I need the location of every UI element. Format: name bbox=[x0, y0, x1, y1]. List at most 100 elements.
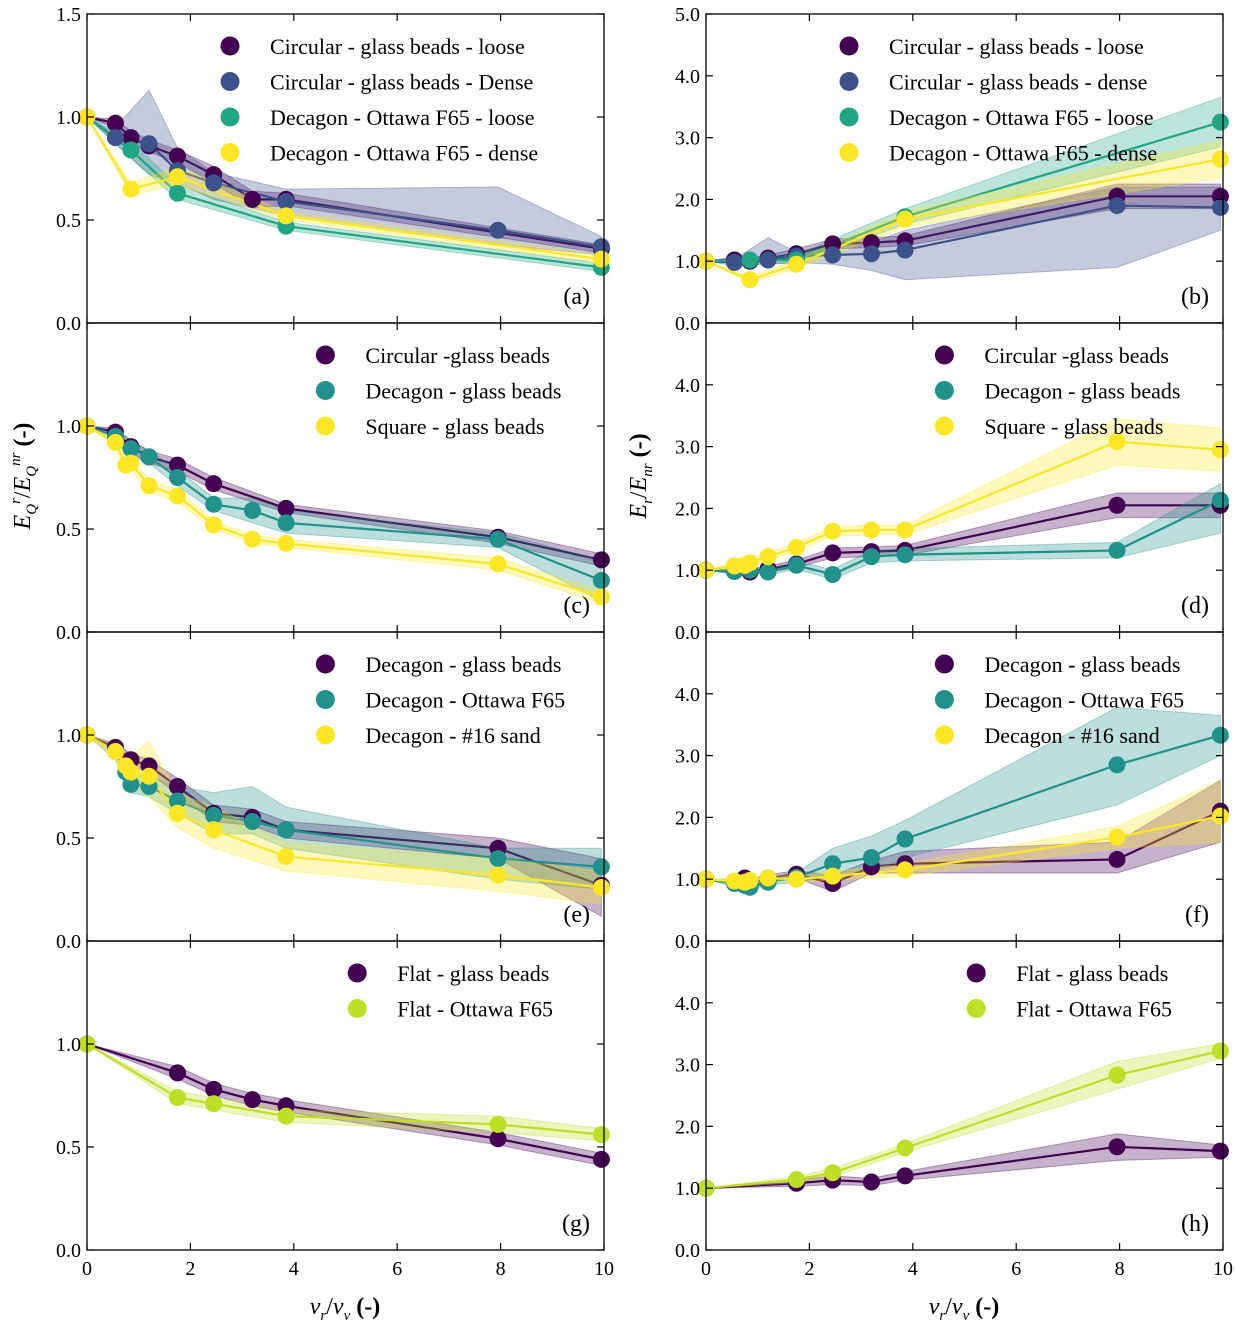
panel-h-legend-marker-0 bbox=[966, 963, 986, 983]
panel-b-series-2-point bbox=[1211, 113, 1229, 131]
panel-d-ytick-label: 2.0 bbox=[675, 498, 700, 520]
panel-a-legend-marker-1 bbox=[220, 72, 240, 91]
panel-e-series-1-point bbox=[168, 792, 186, 810]
panel-d-series-1-point bbox=[1211, 491, 1229, 509]
panel-a-tag: (a) bbox=[563, 284, 590, 310]
panel-d-data bbox=[706, 418, 1221, 581]
panel-d-series-2-point bbox=[1108, 433, 1126, 451]
panel-h-tag: (h) bbox=[1181, 1211, 1209, 1237]
panel-c: 0.0 0.5 1.0 Circular -glass beads Decagon - … bbox=[56, 322, 610, 644]
panel-b-series-1-point bbox=[759, 251, 777, 269]
panel-f-series-1-point bbox=[1108, 756, 1126, 774]
panel-a-series-2-point bbox=[122, 141, 140, 159]
panel-c-series-2-point bbox=[168, 487, 186, 505]
panel-b-series-3-point bbox=[896, 210, 914, 228]
panel-h-series-1-line bbox=[706, 1049, 1221, 1190]
panel-h-ytick-label: 1.0 bbox=[675, 1178, 700, 1200]
panel-e-series-1-point bbox=[205, 806, 223, 824]
panel-g-series-0-point bbox=[489, 1130, 507, 1148]
panel-d-legend-label-1: Decagon - glass beads bbox=[984, 379, 1180, 404]
panel-e-series-2-point bbox=[168, 804, 186, 822]
panel-c-legend-label-0: Circular -glass beads bbox=[365, 343, 550, 368]
panel-e-tag: (e) bbox=[563, 902, 590, 928]
panel-h-series-0-point bbox=[896, 1167, 914, 1185]
panel-b-ytick-label: 0.0 bbox=[675, 313, 700, 335]
panel-b-tag: (b) bbox=[1181, 284, 1209, 310]
panel-h-ytick-label: 3.0 bbox=[675, 1055, 700, 1077]
panel-g-tag: (g) bbox=[562, 1211, 590, 1237]
panel-b-series-1-point bbox=[862, 245, 880, 263]
panel-d-legend-label-0: Circular -glass beads bbox=[984, 343, 1169, 368]
panel-a-series-1-point bbox=[106, 129, 124, 147]
panel-b-legend-marker-1 bbox=[839, 72, 859, 91]
panel-d-frame bbox=[705, 322, 1224, 633]
panel-b-legend-label-3: Decagon - Ottawa F65 - dense bbox=[889, 141, 1157, 166]
panel-c-series-0-point bbox=[205, 475, 223, 493]
panel-a-series-3-point bbox=[122, 180, 140, 198]
panel-a-legend-marker-2 bbox=[220, 107, 240, 127]
panel-a-series-1-point bbox=[140, 135, 158, 153]
panel-h-data bbox=[706, 1042, 1221, 1190]
panel-e-ytick-label: 1.0 bbox=[56, 725, 81, 747]
panel-f-ytick-label: 2.0 bbox=[675, 807, 700, 829]
panel-g-series-1-point bbox=[277, 1107, 295, 1125]
panel-e-series-2-line bbox=[87, 734, 602, 889]
panel-f-legend-marker-0 bbox=[934, 654, 954, 674]
panel-g-legend-marker-1 bbox=[347, 999, 367, 1018]
panel-g-ytick-label: 0.0 bbox=[56, 1240, 81, 1262]
panel-d-series-2-point bbox=[862, 521, 880, 539]
panel-c-series-2-point bbox=[205, 516, 223, 534]
panel-d-series-1-point bbox=[787, 556, 805, 574]
panel-b-ytick-label: 4.0 bbox=[675, 66, 700, 88]
panel-h-xtick-label: 4 bbox=[908, 1258, 918, 1280]
panel-a-series-1-point bbox=[489, 221, 507, 239]
panel-h-xtick-label: 2 bbox=[804, 1258, 814, 1280]
right-y-axis-title: Er/Enr (-) bbox=[626, 433, 656, 519]
panel-d: 0.0 1.0 2.0 3.0 4.0 Circular -glass beads Deca… bbox=[675, 322, 1229, 644]
panel-g-data bbox=[87, 1042, 602, 1167]
panel-c-series-1-point bbox=[489, 530, 507, 548]
panel-g-xtick-label: 6 bbox=[392, 1258, 402, 1280]
panel-e-series-2-point bbox=[277, 848, 295, 866]
panel-f-series-2-point bbox=[759, 869, 777, 887]
panel-a-ytick-label: 1.0 bbox=[56, 107, 81, 129]
panel-g-series-1-point bbox=[592, 1126, 610, 1144]
panel-h-legend-label-1: Flat - Ottawa F65 bbox=[1016, 997, 1172, 1022]
panel-d-ytick-label: 4.0 bbox=[675, 375, 700, 397]
panel-a-series-3-point bbox=[592, 250, 610, 268]
panel-b-series-1-point bbox=[824, 246, 842, 264]
panel-g: 0.0 0.5 1.0 0 2 4 6 8 10 Flat - glass beads Flat -… bbox=[56, 940, 614, 1280]
panel-c-series-1-point bbox=[277, 514, 295, 532]
panel-f-series-2-point bbox=[1211, 807, 1229, 825]
panel-c-data bbox=[87, 424, 602, 604]
panel-f-ytick-label: 4.0 bbox=[675, 684, 700, 706]
panel-e-data bbox=[87, 733, 602, 918]
panel-b-series-2-point bbox=[741, 251, 759, 269]
panel-b-legend-label-1: Circular - glass beads - dense bbox=[889, 70, 1147, 95]
panel-d-series-0-point bbox=[824, 544, 842, 562]
panel-b-series-3-point bbox=[787, 255, 805, 273]
panel-c-tag: (c) bbox=[563, 593, 590, 619]
panel-a-series-0-point bbox=[106, 114, 124, 132]
panel-g-series-1-point bbox=[489, 1115, 507, 1133]
panel-g-series-1-point bbox=[168, 1089, 186, 1107]
panel-d-series-2-point bbox=[896, 521, 914, 539]
panel-g-xtick-label: 10 bbox=[594, 1258, 614, 1280]
panel-g-xtick-label: 2 bbox=[185, 1258, 195, 1280]
panel-b-series-3-point bbox=[741, 271, 759, 289]
panel-e-legend-label-2: Decagon - #16 sand bbox=[365, 723, 540, 748]
panel-h: 0.0 1.0 2.0 3.0 4.0 0 2 4 6 8 10 Flat - glass beads… bbox=[675, 940, 1233, 1280]
panel-h-series-0-point bbox=[862, 1173, 880, 1191]
panel-f-legend-label-2: Decagon - #16 sand bbox=[984, 723, 1159, 748]
panel-f-legend-label-0: Decagon - glass beads bbox=[984, 652, 1180, 677]
panel-c-legend-label-2: Square - glass beads bbox=[365, 414, 544, 439]
panel-a-ytick-label: 1.5 bbox=[56, 4, 81, 26]
panel-f-series-2-point bbox=[741, 871, 759, 889]
panel-f-series-1-point bbox=[1211, 726, 1229, 744]
panel-g-series-0-point bbox=[205, 1080, 223, 1098]
panel-e-legend-label-0: Decagon - glass beads bbox=[365, 652, 561, 677]
panel-a-ytick-label: 0.0 bbox=[56, 313, 81, 335]
panel-c-series-1-point bbox=[592, 572, 610, 589]
panel-d-series-1-point bbox=[896, 546, 914, 564]
panel-h-frame bbox=[705, 940, 1224, 1251]
